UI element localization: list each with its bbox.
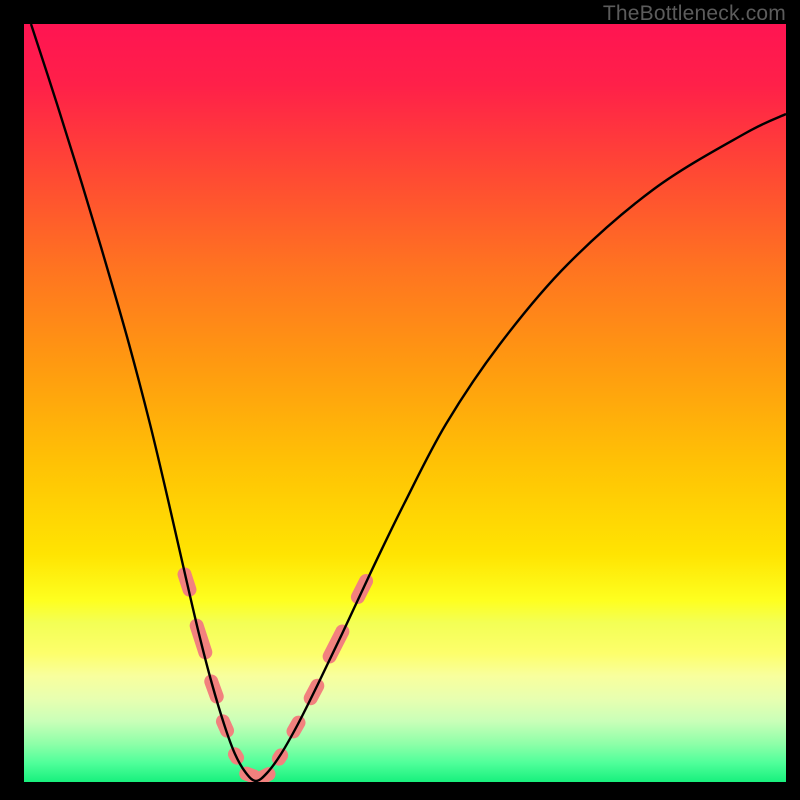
- bottleneck-curve: [31, 24, 786, 781]
- marker-dashes-group: [176, 566, 376, 782]
- figure-root: TheBottleneck.com: [0, 0, 800, 800]
- watermark-text: TheBottleneck.com: [603, 2, 786, 26]
- plot-area: [24, 24, 786, 782]
- bottleneck-curve-svg: [24, 24, 786, 782]
